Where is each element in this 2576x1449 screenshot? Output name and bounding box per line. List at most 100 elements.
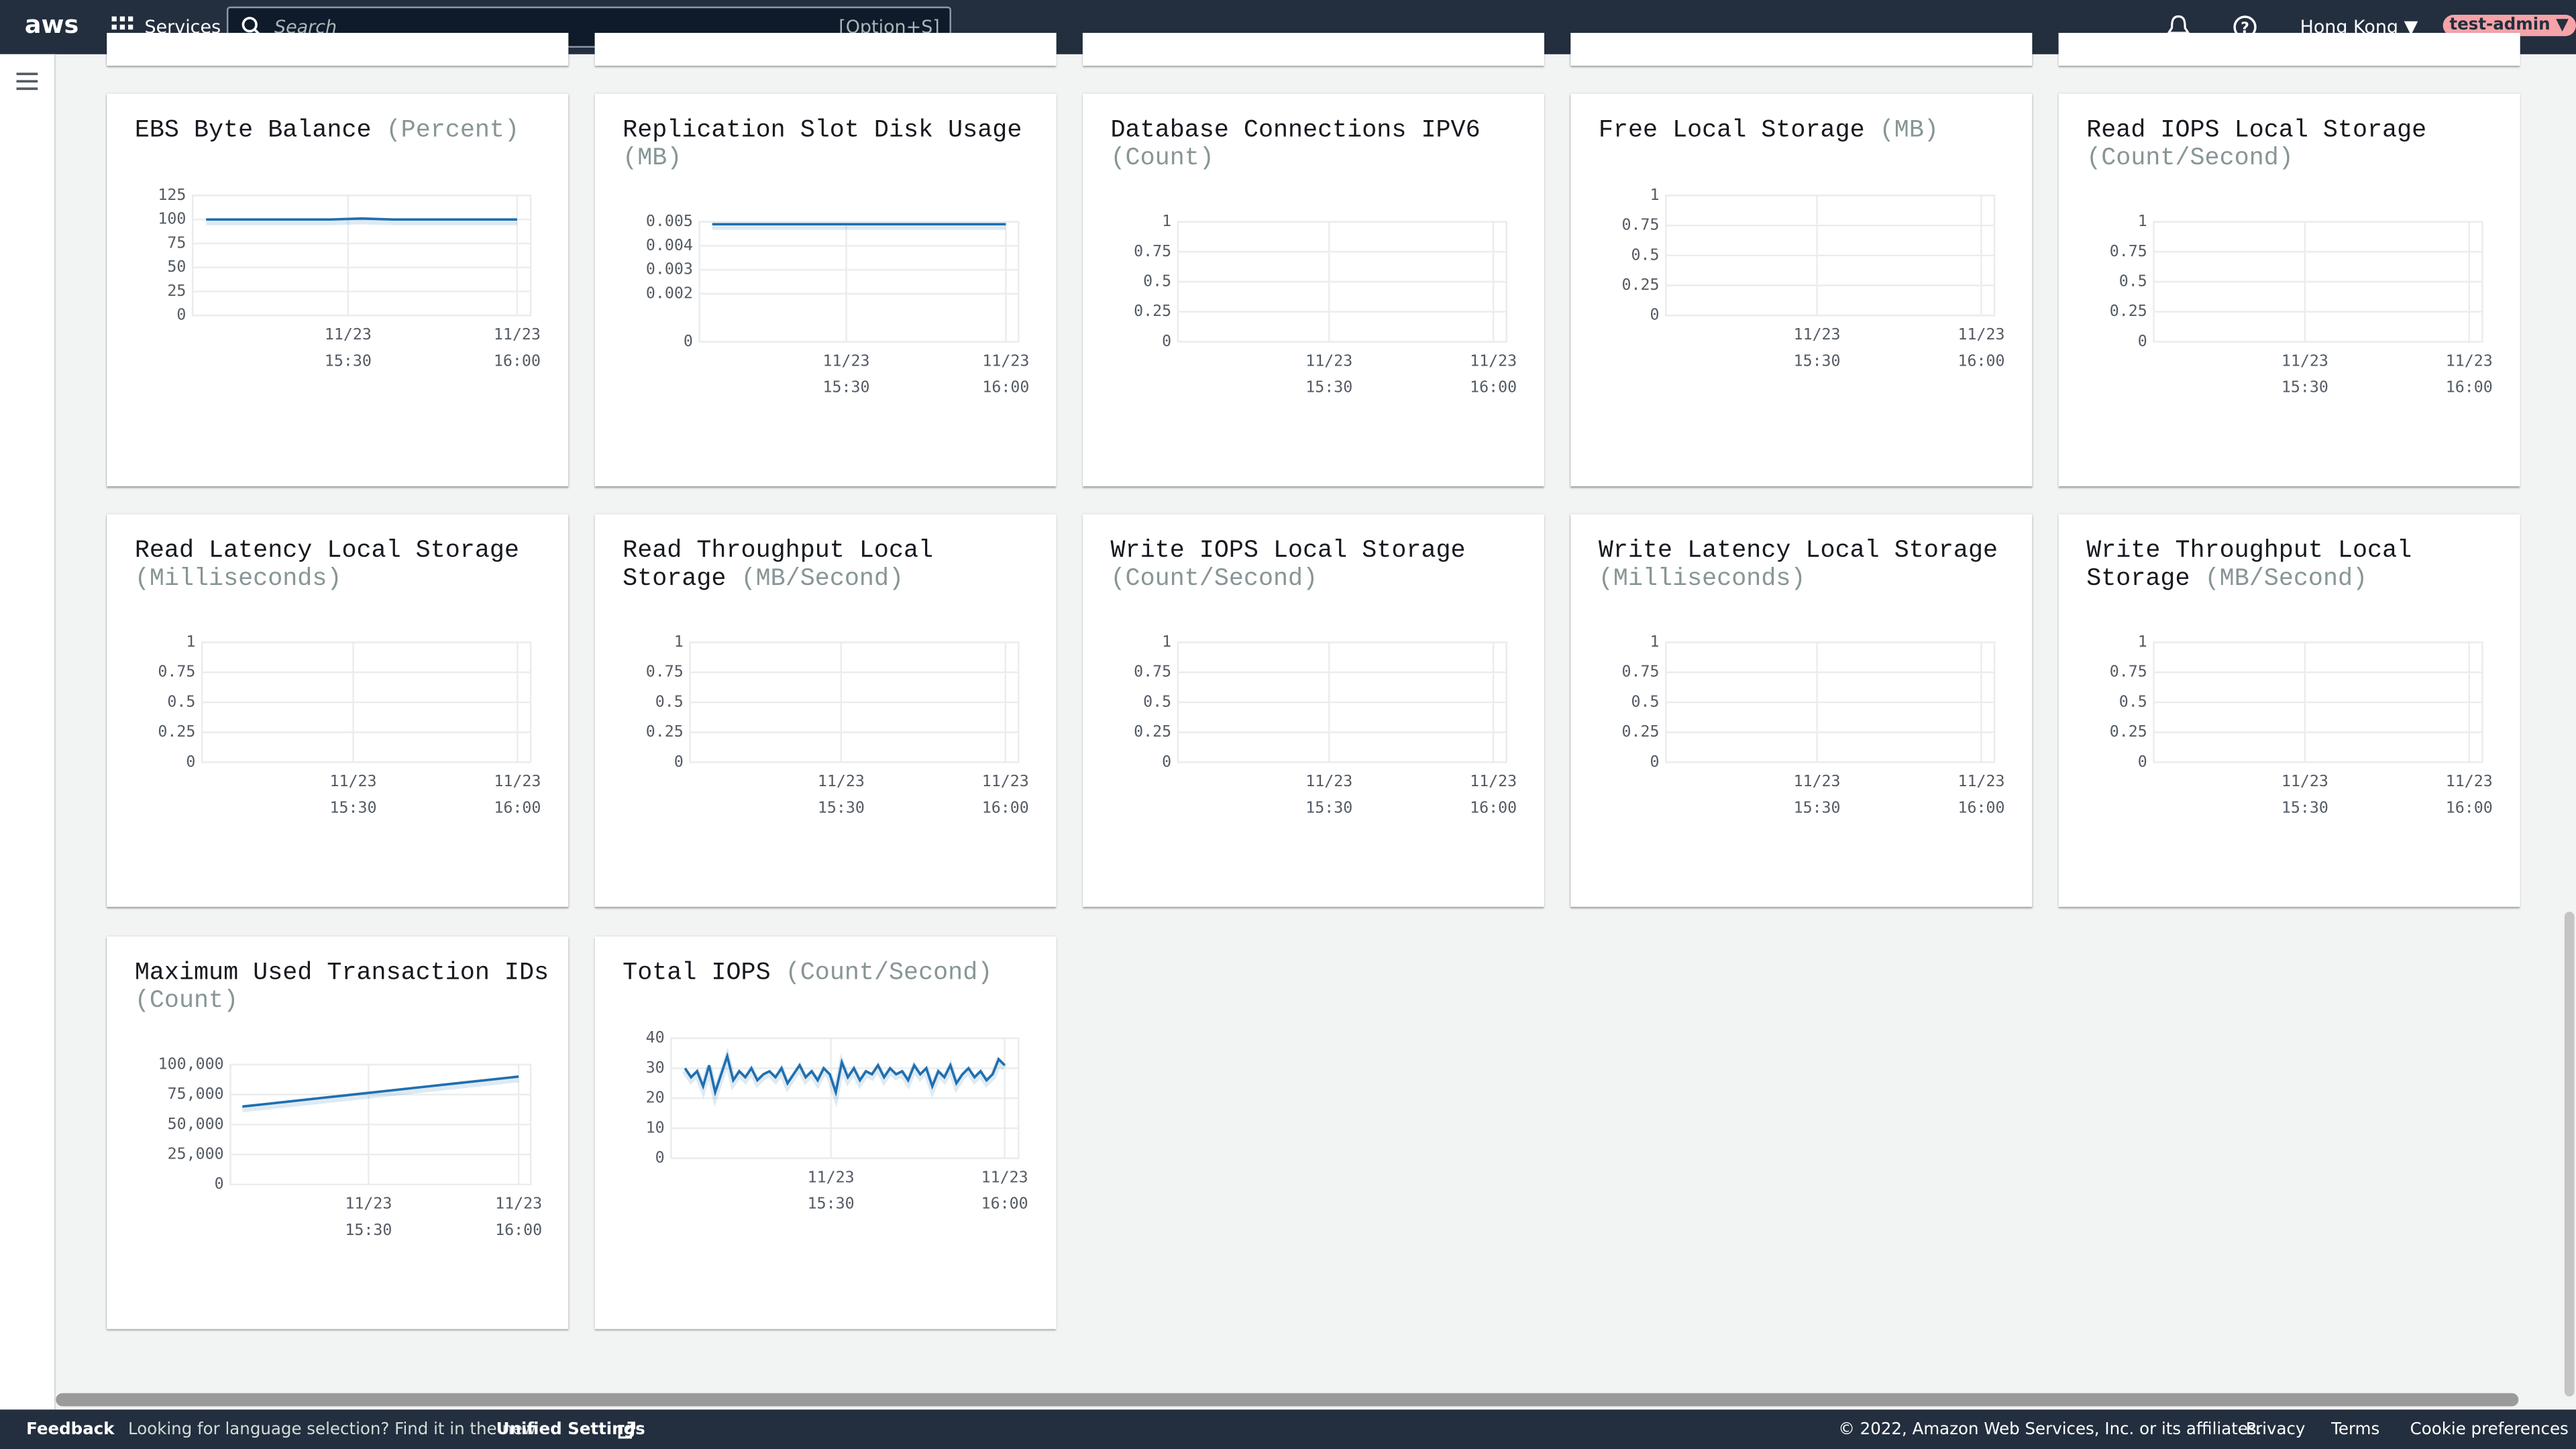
y-tick-label: 0.5: [655, 692, 684, 710]
x-tick-time: 15:30: [1305, 798, 1352, 816]
x-tick-date: 11/23: [982, 352, 1029, 370]
x-tick-date: 11/23: [2446, 772, 2493, 790]
metric-card: Read Throughput Local Storage (MB/Second…: [594, 514, 1057, 907]
y-tick-label: 0: [655, 1148, 665, 1167]
metric-card: Read Latency Local Storage (Milliseconds…: [107, 514, 569, 907]
series-line: [242, 1075, 519, 1108]
chart: 0 0.25 0.5 0.75 1 11/23 15:30 11/23 16:00: [1621, 186, 2004, 370]
card-title: Write IOPS Local Storage (Count/Second): [1111, 537, 1535, 593]
x-tick-date: 11/23: [1794, 325, 1841, 343]
privacy-link[interactable]: Privacy: [2245, 1421, 2306, 1440]
x-tick-time: 15:30: [2282, 378, 2328, 396]
menu-toggle[interactable]: [16, 72, 38, 91]
card-title: Total IOPS (Count/Second): [623, 959, 1046, 988]
y-tick-label: 1: [2138, 633, 2147, 651]
plot-frame: [191, 195, 532, 317]
card-title: Read Throughput Local Storage (MB/Second…: [623, 538, 1046, 593]
y-tick-label: 30: [646, 1059, 665, 1077]
x-tick-date: 11/23: [1305, 772, 1352, 790]
x-tick-date: 11/23: [2446, 352, 2493, 370]
metric-unit: (Count/Second): [785, 959, 993, 987]
x-tick-time: 15:30: [808, 1195, 855, 1213]
x-tick-time: 15:30: [325, 352, 372, 370]
y-tick-label: 0: [215, 1175, 224, 1193]
y-tick-label: 10: [646, 1118, 665, 1136]
card-title: Maximum Used Transaction IDs (Count): [134, 960, 559, 1016]
x-tick-time: 16:00: [2446, 798, 2493, 816]
y-tick-label: 0.5: [1143, 692, 1171, 710]
y-tick-label: 0.75: [1134, 242, 1171, 260]
metric-unit: (Count): [134, 986, 239, 1015]
y-tick-label: 0.004: [646, 236, 693, 254]
x-tick-date: 11/23: [2282, 772, 2328, 790]
metric-unit: (MB/Second): [2204, 564, 2368, 592]
metric-name: Read IOPS Local Storage: [2086, 116, 2427, 145]
card-title: Write Throughput Local Storage (MB/Secon…: [2086, 538, 2510, 593]
metric-unit: (MB/Second): [741, 564, 904, 592]
y-tick-label: 0: [1650, 306, 1659, 324]
y-tick-label: 50,000: [168, 1115, 224, 1133]
metric-card: Database Connections IPV6 (Count) 0 0.25 0.…: [1082, 93, 1545, 486]
y-tick-label: 1: [1650, 633, 1659, 651]
x-tick-date: 11/23: [808, 1168, 855, 1186]
copyright: © 2022, Amazon Web Services, Inc. or its…: [1838, 1421, 2262, 1440]
feedback-link[interactable]: Feedback: [26, 1421, 115, 1440]
y-tick-label: 0: [1162, 332, 1171, 350]
metric-card: Write IOPS Local Storage (Count/Second) 0…: [1082, 514, 1545, 907]
chart: 0 0.25 0.5 0.75 1 11/23 15:30 11/23 16:00: [1134, 212, 1517, 396]
x-tick-time: 16:00: [495, 1221, 542, 1239]
chart: 0 0.25 0.5 0.75 1 11/23 15:30 11/23 16:00: [1134, 633, 1517, 816]
terms-link[interactable]: Terms: [2331, 1421, 2380, 1440]
y-tick-label: 0: [2138, 332, 2147, 350]
x-tick-time: 15:30: [1305, 378, 1352, 396]
chart: 0 0.25 0.5 0.75 1 11/23 15:30 11/23 16:00: [2110, 212, 2493, 396]
card-title: Database Connections IPV6 (Count): [1111, 117, 1535, 172]
y-tick-label: 1: [674, 633, 684, 651]
y-tick-label: 1: [1162, 212, 1171, 230]
y-tick-label: 0.75: [2110, 242, 2147, 260]
y-tick-label: 0.25: [1621, 276, 1659, 294]
y-tick-label: 0.75: [1621, 216, 1659, 234]
horizontal-scrollbar[interactable]: [56, 1393, 2519, 1407]
y-tick-label: 100,000: [158, 1055, 224, 1073]
chart: 0 0.25 0.5 0.75 1 11/23 15:30 11/23 16:00: [158, 633, 541, 816]
language-note: Looking for language selection? Find it …: [128, 1421, 537, 1440]
y-tick-label: 0.75: [1621, 663, 1659, 681]
chart: 0 0.25 0.5 0.75 1 11/23 15:30 11/23 16:00: [2110, 633, 2493, 816]
cookie-link[interactable]: Cookie preferences: [2410, 1421, 2569, 1440]
metric-name: Replication Slot Disk Usage: [623, 116, 1022, 145]
y-tick-label: 25: [167, 282, 186, 300]
y-tick-label: 0: [674, 753, 684, 771]
x-tick-time: 15:30: [330, 798, 377, 816]
account-menu[interactable]: test-admin ▼: [2443, 15, 2575, 36]
x-tick-time: 16:00: [982, 798, 1029, 816]
y-tick-label: 20: [646, 1089, 665, 1107]
x-tick-time: 16:00: [1470, 798, 1517, 816]
y-tick-label: 0.25: [646, 722, 684, 741]
card-partial: [1082, 32, 1545, 66]
aws-logo[interactable]: aws: [24, 9, 79, 40]
card-title: EBS Byte Balance (Percent): [135, 117, 559, 145]
x-tick-date: 11/23: [981, 1168, 1028, 1186]
metric-card: Write Latency Local Storage (Millisecond…: [1570, 514, 2033, 907]
x-tick-date: 11/23: [345, 1195, 392, 1213]
y-tick-label: 0.5: [1143, 272, 1171, 290]
series-line: [684, 1052, 1006, 1097]
y-tick-label: 0.005: [646, 212, 693, 230]
y-tick-label: 1: [1650, 186, 1659, 204]
x-tick-date: 11/23: [2282, 352, 2328, 370]
vertical-scrollbar[interactable]: [2564, 912, 2575, 1397]
metric-card: Free Local Storage (MB) 0 0.25 0.5 0.75 1 11/2…: [1570, 93, 2033, 486]
metric-name: Read Latency Local Storage: [134, 537, 519, 566]
chart: 0 0.25 0.5 0.75 1 11/23 15:30 11/23 16:00: [646, 633, 1029, 816]
metric-unit: (MB): [623, 144, 682, 172]
card-partial: [594, 32, 1057, 66]
y-tick-label: 0.25: [2110, 722, 2147, 741]
card-title: Write Latency Local Storage (Millisecond…: [1599, 537, 2023, 593]
y-tick-label: 0.003: [646, 260, 693, 278]
x-tick-date: 11/23: [818, 772, 865, 790]
chart: 0 10 20 30 40 11/23 15:30 11/23 16:00: [646, 1028, 1028, 1213]
metric-card: EBS Byte Balance (Percent) 0 25 50 75 100 125 1…: [107, 93, 569, 486]
card-partial: [107, 32, 569, 66]
